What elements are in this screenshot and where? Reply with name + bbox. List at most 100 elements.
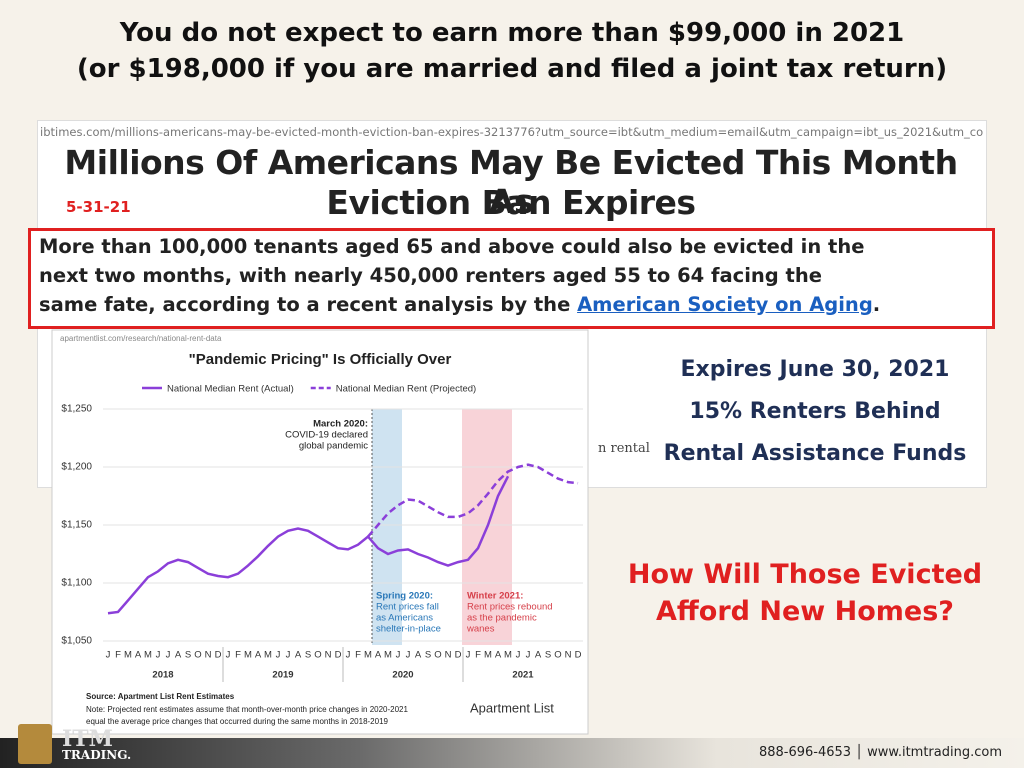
quote-line: next two months, with nearly 450,000 ren… [39,264,822,287]
fact: Expires June 30, 2021 [680,357,950,382]
x-tick-label: D [575,650,582,661]
annotation: COVID-19 declared [285,430,368,441]
note: equal the average price changes that occ… [86,717,389,726]
x-tick-label: J [526,650,531,661]
x-tick-label: D [455,650,462,661]
x-tick-label: O [314,650,321,661]
x-tick-label: F [355,650,361,661]
x-tick-label: A [375,650,382,661]
x-tick-label: A [495,650,502,661]
x-tick-label: J [516,650,521,661]
x-tick-label: A [295,650,302,661]
x-tick-label: D [335,650,342,661]
y-tick-label: $1,150 [61,520,92,531]
fact: 15% Renters Behind [689,399,941,424]
link[interactable]: American Society on Aging [577,293,873,316]
logo: TRADING. [62,748,132,762]
x-tick-label: A [175,650,182,661]
year-label: 2020 [392,670,413,681]
quote-box: More than 100,000 tenants aged 65 and ab… [28,228,995,329]
x-tick-label: N [205,650,212,661]
x-tick-label: D [215,650,222,661]
brand: Apartment List [470,700,554,715]
slide-title: You do not expect to earn more than $99,… [119,18,905,48]
x-tick-label: O [554,650,561,661]
question: Afford New Homes? [656,596,954,627]
annotation: shelter-in-place [376,624,441,635]
y-tick-label: $1,050 [61,636,92,647]
year-label: 2019 [272,670,293,681]
question: How Will Those Evicted [627,559,983,590]
x-tick-label: J [276,650,281,661]
rent-line [107,475,510,615]
annotation: as Americans [376,613,433,624]
chart-url: apartmentlist.com/research/national-rent… [60,334,222,343]
headline: Millions Of Americans May Be Evicted Thi… [64,143,958,221]
x-tick-label: J [106,650,111,661]
x-tick-label: M [244,650,252,661]
x-tick-label: M [264,650,272,661]
x-tick-label: F [115,650,121,661]
chart: apartmentlist.com/research/national-rent… [51,329,589,735]
x-tick-label: J [156,650,161,661]
x-tick-label: S [185,650,191,661]
x-tick-label: J [466,650,471,661]
x-tick-label: J [396,650,401,661]
legend-label: National Median Rent (Projected) [336,384,476,395]
x-tick-label: O [434,650,441,661]
contact: 888-696-4653 │ www.itmtrading.com [758,745,1002,760]
x-tick-label: J [406,650,411,661]
headline: Eviction Ban Expires [326,183,696,222]
quote-text: . [872,293,881,316]
x-tick-label: N [325,650,332,661]
x-tick-label: M [504,650,512,661]
x-tick-label: M [364,650,372,661]
logo: ITM [62,726,114,752]
x-tick-label: O [194,650,201,661]
note: Note: Projected rent estimates assume th… [86,705,409,714]
year-label: 2021 [512,670,534,681]
x-tick-label: A [535,650,542,661]
x-tick-label: M [124,650,132,661]
fact: Rental Assistance Funds [663,441,967,466]
annotation: Winter 2021: [467,591,523,602]
article-url: ibtimes.com/millions-americans-may-be-ev… [40,125,984,139]
x-tick-label: F [475,650,481,661]
x-tick-label: M [484,650,492,661]
x-tick-label: M [144,650,152,661]
x-tick-label: J [346,650,351,661]
partial-text: n rental [598,441,650,456]
x-tick-label: J [226,650,231,661]
source: Source: Apartment List Rent Estimates [86,692,235,701]
y-tick-label: $1,200 [61,462,92,473]
x-tick-label: J [286,650,291,661]
annotation: global pandemic [299,441,368,452]
annotation: as the pandemic [467,613,537,624]
slide-title: (or $198,000 if you are married and file… [76,54,948,84]
x-tick-label: N [445,650,452,661]
date: 5-31-21 [66,198,131,216]
x-tick-label: A [255,650,262,661]
annotation: wanes [466,624,495,635]
quote-text: same fate, according to a recent analysi… [39,293,578,316]
footer: ITM TRADING. 888-696-4653 │ www.itmtradi… [0,724,1024,768]
annotation: Rent prices fall [376,602,439,613]
annotation: Spring 2020: [376,591,433,602]
x-tick-label: N [565,650,572,661]
x-tick-label: S [545,650,551,661]
quote-line: same fate, according to a recent analysi… [39,293,880,316]
x-tick-label: A [415,650,422,661]
rent-line [367,463,579,538]
x-tick-label: F [235,650,241,661]
annotation: March 2020: [313,419,368,430]
x-tick-label: S [425,650,431,661]
year-label: 2018 [152,670,173,681]
x-tick-label: M [384,650,392,661]
quote-line: More than 100,000 tenants aged 65 and ab… [39,235,865,258]
chart-title: "Pandemic Pricing" Is Officially Over [189,351,452,368]
annotation: Rent prices rebound [467,602,553,613]
x-tick-label: J [166,650,171,661]
y-tick-label: $1,250 [61,404,92,415]
x-tick-label: A [135,650,142,661]
